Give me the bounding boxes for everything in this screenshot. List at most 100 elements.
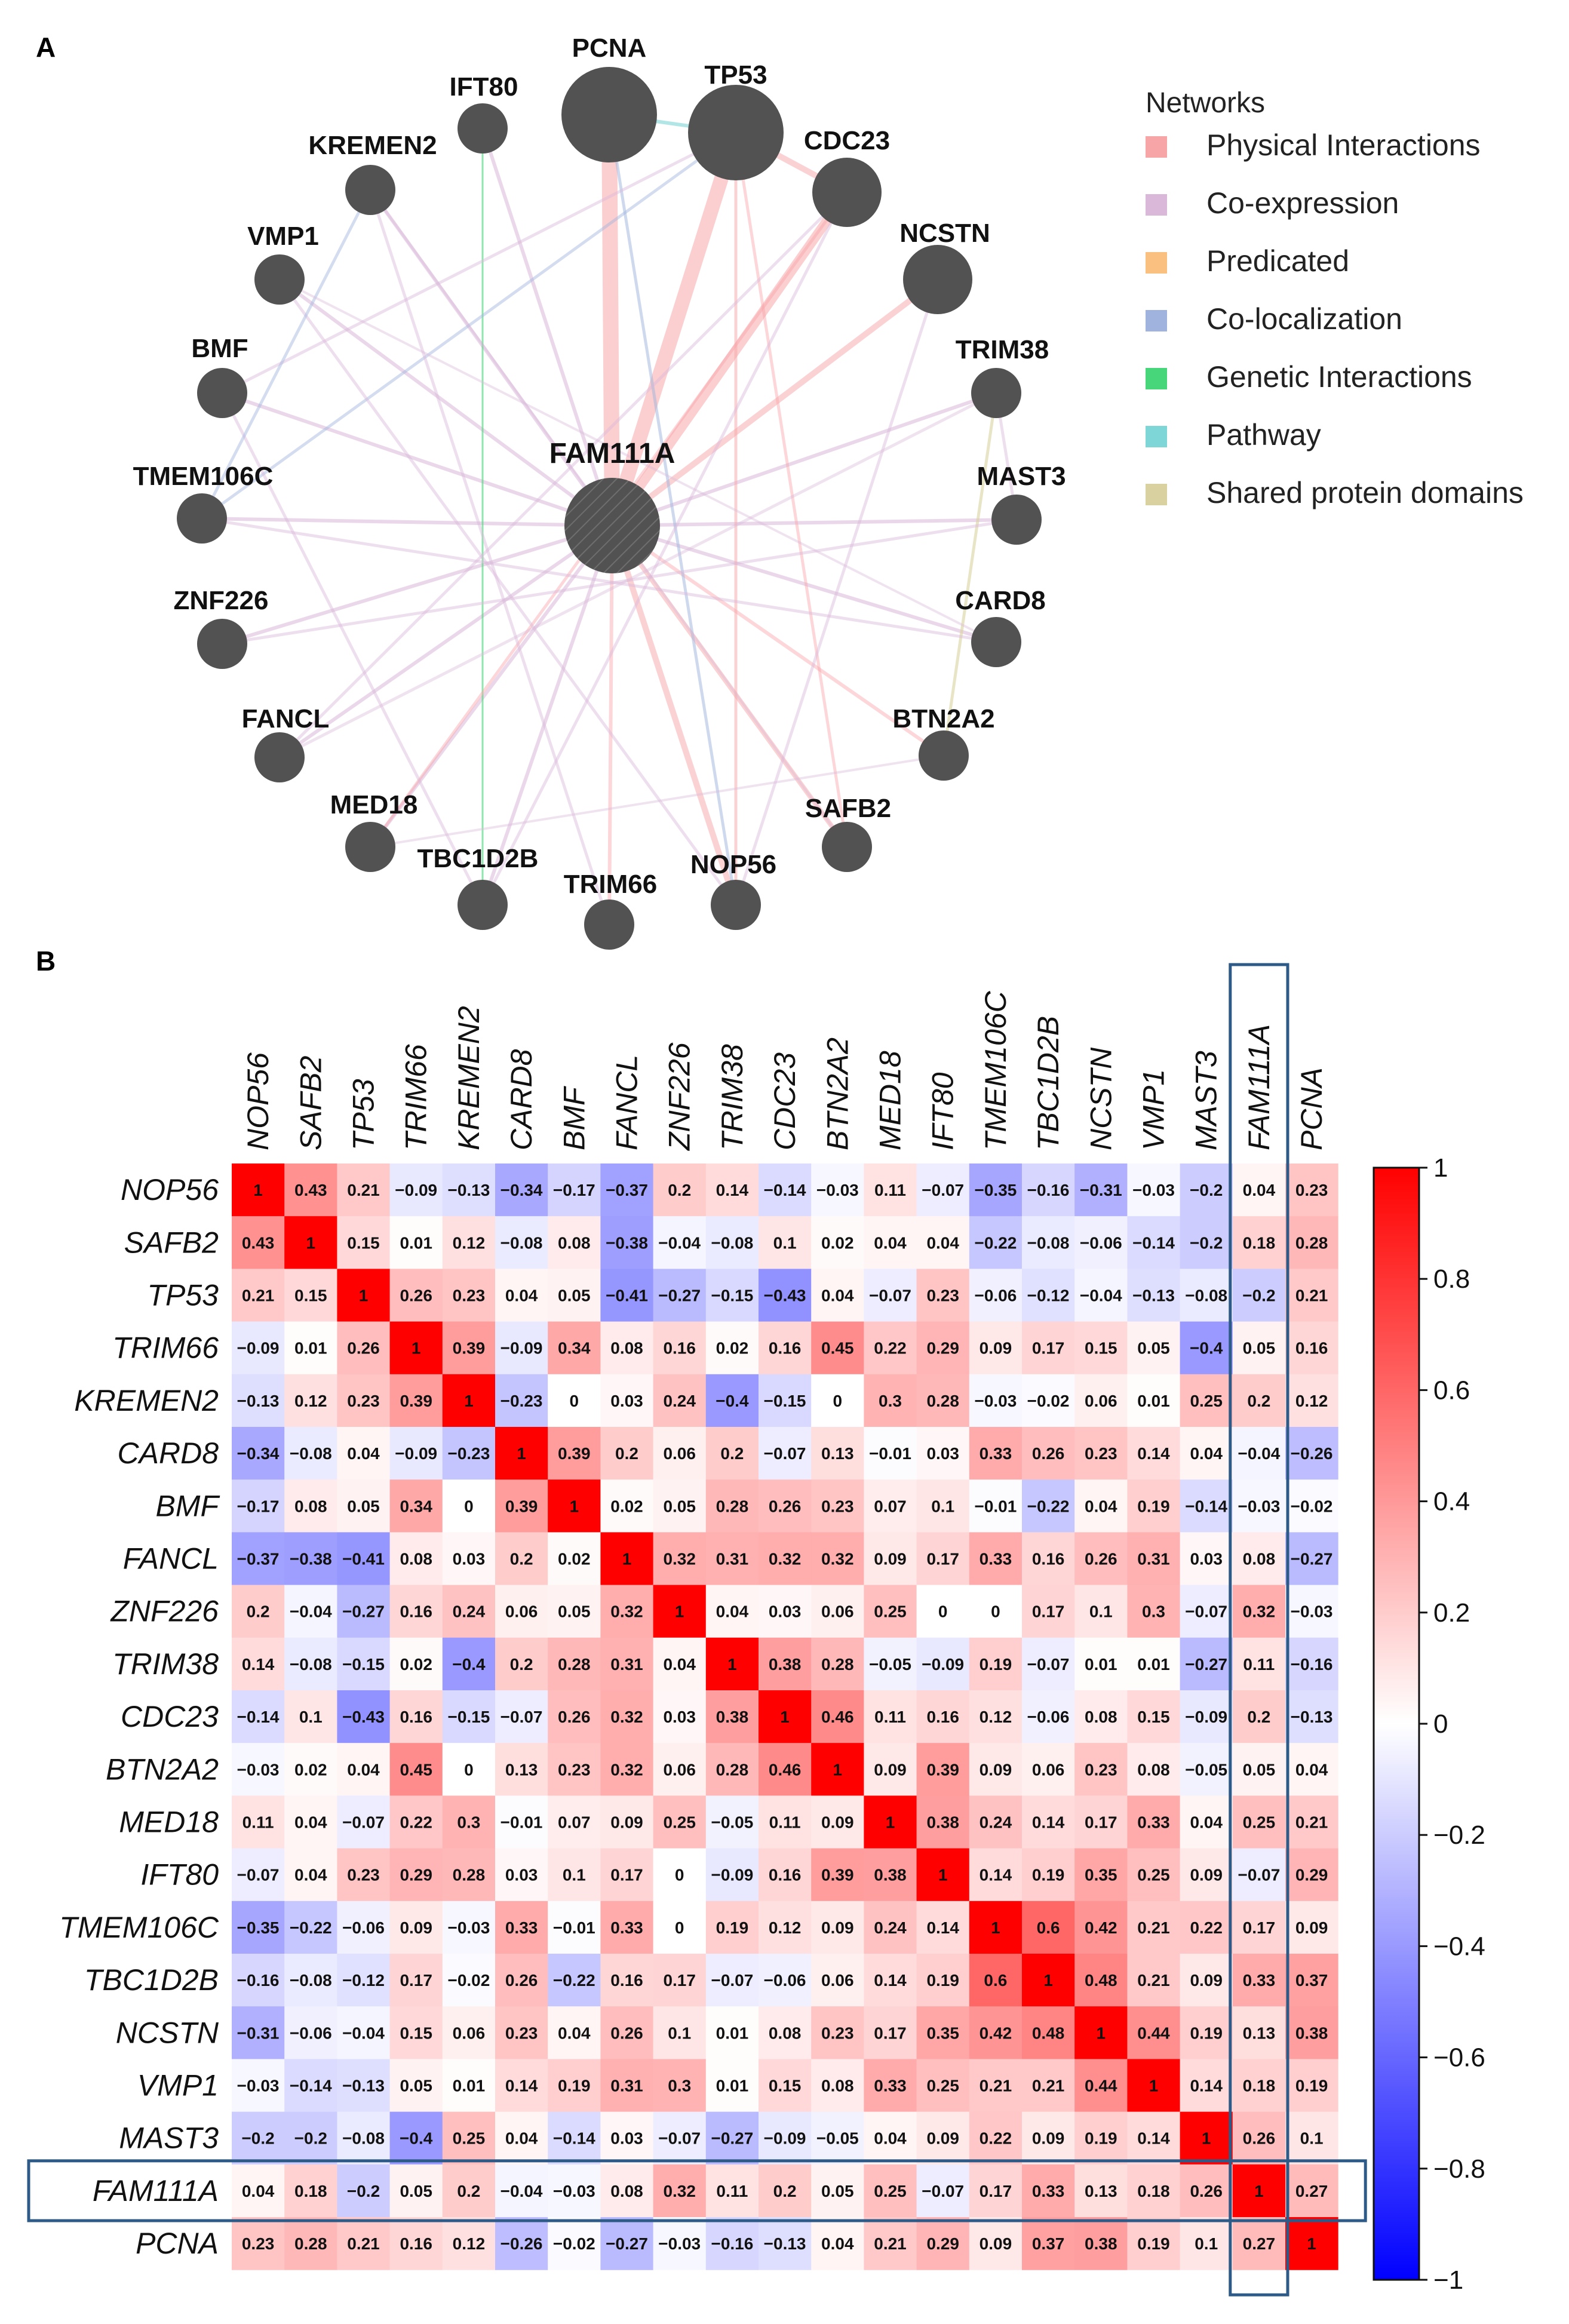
heatmap-value-bmf-cdc23: 0.26 [769,1497,802,1515]
heatmap-value-znf226-vmp1: 0.3 [1142,1602,1165,1621]
heatmap-cell-med18-tmem106c [969,1795,1023,1849]
heatmap-cell-card8-btn2a2 [811,1427,864,1480]
heatmap-cell-fam111a-btn2a2 [811,2164,864,2218]
heatmap-value-fam111a-trim38: 0.11 [716,2182,748,2200]
heatmap-cell-tbc1d2b-vmp1 [1127,1954,1181,2007]
legend-swatch-pathway [1146,426,1167,447]
heatmap-value-pcna-safb2: 0.28 [294,2234,327,2253]
heatmap-cell-ift80-trim38 [705,1848,759,1902]
heatmap-value-vmp1-fancl: 0.31 [610,2077,643,2095]
heatmap-value-tp53-fam111a: −0.2 [1242,1287,1275,1305]
heatmap-cell-ncstn-nop56 [232,2006,285,2059]
edge-fam111a-trim38 [612,391,997,527]
heatmap-value-tbc1d2b-tp53: −0.12 [342,1971,385,1990]
heatmap-value-ift80-tmem106c: 0.14 [980,1866,1012,1884]
heatmap-cell-tp53-mast3 [1180,1269,1233,1322]
heatmap-cell-tp53-btn2a2 [811,1269,864,1322]
heatmap-value-kremen2-trim66: 0.39 [400,1392,432,1410]
heatmap-value-ift80-ncstn: 0.35 [1085,1866,1117,1884]
heatmap-value-mast3-ncstn: 0.19 [1085,2129,1117,2148]
edge-fam111a-mast3 [612,518,1017,527]
heatmap-value-pcna-mast3: 0.1 [1195,2234,1218,2253]
col-label-fam111a: FAM111A [1242,1024,1276,1150]
heatmap-value-nop56-trim66: −0.09 [395,1181,437,1199]
heatmap-value-btn2a2-trim66: 0.45 [400,1760,432,1779]
heatmap-value-ncstn-btn2a2: 0.23 [821,2024,854,2042]
heatmap-value-nop56-fancl: −0.37 [606,1181,648,1199]
network-nodes: PCNA TP53 CDC23 NCSTN TRIM38 MAST3 CARD8 BTN2A2… [133,33,1066,950]
heatmap-cell-cdc23-tp53 [337,1690,391,1743]
heatmap-cell-safb2-tmem106c [969,1216,1023,1269]
heatmap-value-cdc23-ncstn: 0.08 [1085,1708,1117,1726]
heatmap-value-trim38-znf226: 0.04 [663,1655,696,1674]
edge-trim38-btn2a2 [942,392,998,756]
heatmap-value-tp53-tmem106c: −0.06 [974,1287,1017,1305]
heatmap-value-ift80-trim38: −0.09 [711,1866,753,1884]
heatmap-value-btn2a2-vmp1: 0.08 [1137,1760,1170,1779]
heatmap-cell-ncstn-cdc23 [759,2006,812,2059]
heatmap-cell-safb2-fam111a [1232,1216,1286,1269]
heatmap-value-trim66-fancl: 0.08 [610,1339,643,1358]
heatmap-cell-ncstn-tmem106c [969,2006,1023,2059]
heatmap-cell-btn2a2-nop56 [232,1743,285,1796]
heatmap-value-tp53-tbc1d2b: −0.12 [1027,1287,1070,1305]
heatmap-cell-trim38-ncstn [1074,1637,1128,1691]
heatmap-value-safb2-med18: 0.04 [874,1233,907,1252]
heatmap-value-safb2-tp53: 0.15 [347,1233,380,1252]
heatmap-value-trim66-vmp1: 0.05 [1137,1339,1170,1358]
heatmap-cell-vmp1-kremen2 [442,2059,496,2113]
node-label-mast3: MAST3 [977,462,1066,491]
heatmap-cell-kremen2-vmp1 [1127,1374,1181,1427]
heatmap-value-trim66-bmf: 0.34 [558,1339,591,1358]
row-label-med18: MED18 [119,1806,219,1839]
heatmap-value-znf226-tp53: −0.27 [342,1602,385,1621]
heatmap-value-kremen2-pcna: 0.12 [1295,1392,1328,1410]
heatmap-cell-bmf-safb2 [284,1479,337,1533]
heatmap-value-card8-ncstn: 0.23 [1085,1444,1117,1463]
heatmap-value-ncstn-tp53: −0.04 [342,2024,385,2042]
heatmap-value-cdc23-cdc23: 1 [780,1708,790,1726]
heatmap-cell-tbc1d2b-trim66 [389,1954,443,2007]
heatmap-value-tp53-trim66: 0.26 [400,1287,432,1305]
heatmap-value-med18-tmem106c: 0.24 [980,1813,1012,1832]
heatmap-cell-nop56-med18 [864,1163,917,1217]
heatmap-value-cdc23-fancl: 0.32 [610,1708,643,1726]
heatmap-cell-tmem106c-ift80 [916,1901,970,1954]
heatmap-cell-bmf-fam111a [1232,1479,1286,1533]
heatmap-cell-mast3-fam111a [1232,2111,1286,2165]
heatmap-cell-vmp1-trim66 [389,2059,443,2113]
heatmap-value-ift80-med18: 0.38 [874,1866,907,1884]
heatmap-cell-nop56-vmp1 [1127,1163,1181,1217]
heatmap-cell-tp53-vmp1 [1127,1269,1181,1322]
heatmap-value-tp53-ift80: 0.23 [926,1287,959,1305]
heatmap-value-tbc1d2b-cdc23: −0.06 [764,1971,806,1990]
heatmap-value-ncstn-fancl: 0.26 [610,2024,643,2042]
heatmap-value-nop56-safb2: 0.43 [294,1181,327,1199]
heatmap-value-ncstn-med18: 0.17 [874,2024,907,2042]
heatmap-value-nop56-trim38: 0.14 [716,1181,749,1199]
heatmap-cell-btn2a2-trim66 [389,1743,443,1796]
node-label-tbc1d2b: TBC1D2B [417,844,539,873]
heatmap-cell-safb2-card8 [495,1216,548,1269]
heatmap-cell-vmp1-trim38 [705,2059,759,2113]
heatmap-value-kremen2-trim38: −0.4 [716,1392,749,1410]
heatmap-cell-safb2-med18 [864,1216,917,1269]
heatmap-value-bmf-znf226: 0.05 [663,1497,696,1515]
heatmap-cell-bmf-nop56 [232,1479,285,1533]
heatmap-value-ift80-card8: 0.03 [505,1866,538,1884]
col-label-cdc23: CDC23 [768,1052,802,1150]
col-label-safb2: SAFB2 [294,1055,327,1150]
heatmap-cell-nop56-fam111a [1232,1163,1286,1217]
heatmap-cell-med18-tbc1d2b [1022,1795,1075,1849]
heatmap-cell-tmem106c-tp53 [337,1901,391,1954]
heatmap-value-kremen2-tmem106c: −0.03 [974,1392,1017,1410]
heatmap-value-tmem106c-ift80: 0.14 [926,1918,959,1937]
heatmap-value-pcna-card8: −0.26 [501,2234,543,2253]
heatmap-value-fam111a-nop56: 0.04 [242,2182,275,2200]
edge-fam111a-vmp1 [278,278,613,527]
heatmap-cell-trim38-nop56 [232,1637,285,1691]
edge-fam111a-bmf [222,391,613,527]
heatmap-value-trim66-trim38: 0.02 [716,1339,749,1358]
heatmap-value-pcna-ift80: 0.29 [926,2234,959,2253]
heatmap-value-nop56-tp53: 0.21 [347,1181,380,1199]
